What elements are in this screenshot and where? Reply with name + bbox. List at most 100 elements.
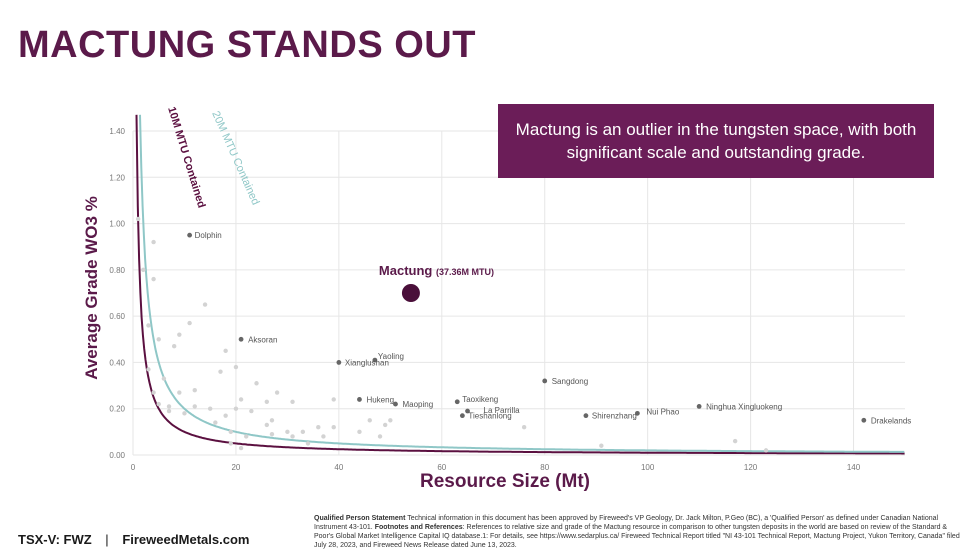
deposit-point bbox=[146, 367, 151, 372]
ticker-label: TSX-V: FWZ bbox=[18, 532, 92, 547]
deposit-point bbox=[161, 376, 167, 381]
deposit-point bbox=[192, 404, 197, 409]
deposit-point bbox=[331, 397, 336, 402]
deposit-point bbox=[208, 406, 213, 411]
deposit-point bbox=[290, 434, 295, 439]
deposit-label: Shirenzhang bbox=[592, 412, 637, 421]
x-tick-label: 80 bbox=[540, 463, 549, 472]
deposit-point-taoxikeng bbox=[454, 399, 460, 405]
deposit-point bbox=[218, 369, 223, 374]
deposit-point bbox=[264, 399, 270, 404]
deposit-point bbox=[763, 448, 769, 453]
deposit-label: Tieshanlong bbox=[468, 412, 511, 421]
x-tick-label: 140 bbox=[847, 463, 861, 472]
deposit-point bbox=[269, 418, 275, 423]
qp-text: Technical information in this document h… bbox=[314, 515, 939, 531]
y-tick-label: 0.80 bbox=[109, 266, 125, 275]
deposit-point bbox=[156, 401, 161, 407]
deposit-point-la-parrilla bbox=[465, 408, 470, 414]
deposit-point bbox=[521, 425, 527, 430]
curve-10m-mtu bbox=[135, 114, 905, 455]
deposit-point bbox=[233, 364, 239, 370]
deposit-point bbox=[177, 390, 182, 395]
deposit-point bbox=[177, 332, 182, 337]
axis-layer: 0 20 40 60 80 100 120 140 0.00 0.20 0.40 0.60 0.80 1.… bbox=[109, 127, 860, 472]
deposit-label: La Parrilla bbox=[484, 406, 521, 415]
deposit-label: Maoping bbox=[402, 400, 433, 409]
deposit-point bbox=[300, 429, 306, 435]
deposit-point bbox=[223, 413, 228, 418]
deposit-label: Sangdong bbox=[552, 377, 588, 386]
deposit-point-xianglushan bbox=[336, 360, 342, 365]
deposit-point bbox=[213, 420, 218, 425]
y-tick-label: 1.00 bbox=[109, 220, 125, 229]
deposit-point-maoping bbox=[393, 401, 398, 407]
deposit-point bbox=[285, 429, 290, 435]
deposit-label: Dolphin bbox=[195, 231, 222, 240]
deposit-point-drakelands bbox=[861, 417, 867, 423]
deposit-point-aksoran bbox=[238, 336, 244, 342]
curve-label-20m: 20M MTU Contained bbox=[209, 109, 261, 207]
deposit-point-hukeng bbox=[357, 397, 362, 402]
x-tick-label: 60 bbox=[437, 463, 446, 472]
deposit-point bbox=[321, 434, 326, 439]
y-tick-label: 0.60 bbox=[109, 312, 125, 321]
deposit-point bbox=[233, 406, 239, 411]
footnote: Qualified Person Statement Technical inf… bbox=[314, 514, 962, 550]
callout-box: Mactung is an outlier in the tungsten sp… bbox=[498, 104, 934, 178]
points-layer bbox=[135, 216, 867, 453]
footer: TSX-V: FWZ | FireweedMetals.com bbox=[18, 532, 249, 547]
x-tick-label: 20 bbox=[231, 463, 240, 472]
deposit-label: Xianglushan bbox=[345, 358, 389, 367]
y-axis-title: Average Grade WO3 % bbox=[82, 196, 101, 380]
deposit-point bbox=[166, 408, 172, 414]
deposit-point bbox=[146, 323, 151, 328]
deposit-point bbox=[202, 302, 208, 307]
deposit-point bbox=[135, 216, 141, 222]
deposit-point-yaoling bbox=[372, 357, 378, 363]
deposit-point bbox=[166, 404, 172, 409]
deposit-point bbox=[599, 443, 604, 448]
deposit-label: Aksoran bbox=[248, 335, 277, 344]
y-tick-label: 1.20 bbox=[109, 173, 125, 182]
x-tick-label: 0 bbox=[131, 463, 136, 472]
deposit-point bbox=[228, 429, 233, 435]
website-link[interactable]: FireweedMetals.com bbox=[122, 532, 250, 547]
deposit-point bbox=[228, 441, 233, 446]
curve-layer bbox=[135, 114, 905, 455]
deposit-point bbox=[305, 441, 311, 446]
deposit-point bbox=[249, 408, 254, 414]
deposit-point bbox=[151, 276, 156, 282]
deposit-point bbox=[187, 320, 192, 326]
x-tick-label: 100 bbox=[641, 463, 655, 472]
refs-text: : References to relative size and grade … bbox=[314, 524, 960, 549]
curve-20m-mtu bbox=[139, 114, 905, 453]
deposit-point bbox=[331, 425, 336, 430]
qp-heading: Qualified Person Statement bbox=[314, 515, 406, 522]
deposit-point bbox=[223, 348, 228, 354]
deposit-point bbox=[274, 390, 280, 395]
mactung-label: Mactung (37.36M MTU) bbox=[379, 263, 494, 278]
x-tick-label: 120 bbox=[744, 463, 758, 472]
deposit-point bbox=[182, 411, 187, 416]
deposit-point-tieshanlong bbox=[459, 413, 465, 419]
deposit-point-sangdong bbox=[542, 378, 548, 384]
curve-label-10m: 10M MTU Contained bbox=[165, 105, 207, 209]
deposit-point bbox=[238, 397, 244, 402]
deposit-point bbox=[357, 429, 362, 435]
deposit-label: Yaoling bbox=[378, 352, 404, 361]
deposit-label: Ninghua Xingluokeng bbox=[706, 402, 782, 411]
deposit-point bbox=[316, 425, 321, 430]
deposit-point bbox=[171, 344, 177, 349]
deposit-point-shirenzhang bbox=[583, 413, 589, 419]
x-tick-label: 40 bbox=[334, 463, 343, 472]
y-tick-label: 0.00 bbox=[109, 451, 125, 460]
deposit-point bbox=[254, 381, 259, 386]
deposit-point bbox=[192, 388, 197, 393]
deposit-point-dolphin bbox=[187, 232, 193, 238]
y-tick-label: 1.40 bbox=[109, 127, 125, 136]
mactung-point bbox=[401, 284, 420, 302]
deposit-point bbox=[732, 438, 738, 444]
deposit-point bbox=[264, 422, 270, 428]
